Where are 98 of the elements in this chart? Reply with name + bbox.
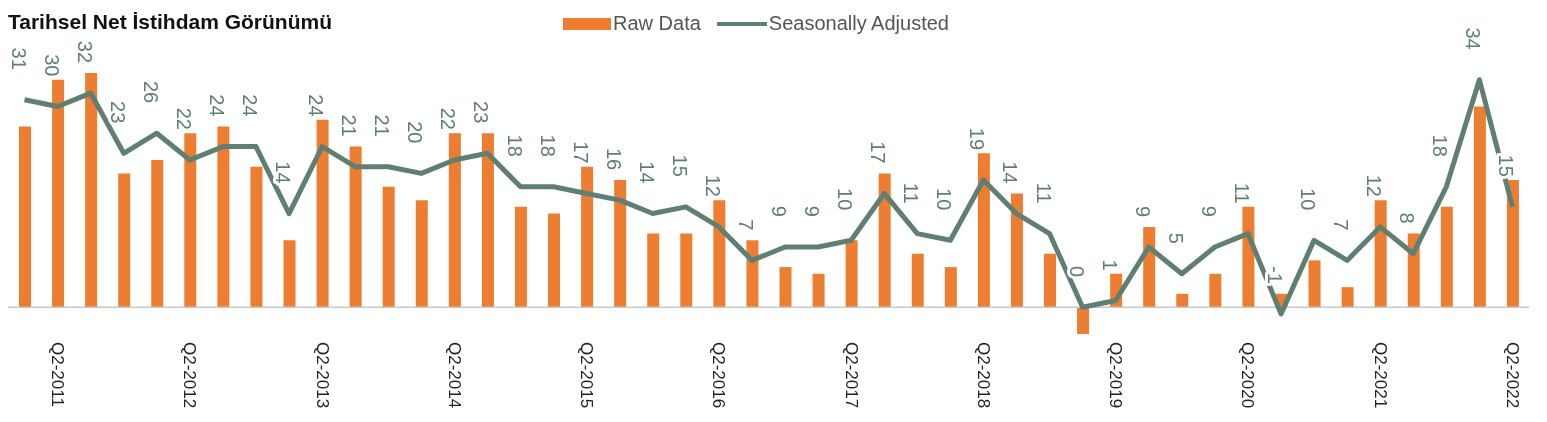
- x-tick-label: Q2-2012: [180, 342, 200, 409]
- data-label: 10: [933, 188, 956, 211]
- data-label: 17: [867, 141, 890, 164]
- x-tick-label: Q2-2015: [577, 342, 597, 409]
- data-label: 23: [106, 101, 129, 124]
- bar: [977, 153, 990, 308]
- data-label: 21: [371, 114, 394, 137]
- x-tick-label: Q2-2011: [48, 342, 68, 407]
- legend-label: Raw Data: [613, 12, 701, 35]
- data-label: 20: [404, 121, 427, 144]
- bar: [548, 213, 561, 308]
- bar: [581, 166, 594, 308]
- bar: [448, 133, 461, 308]
- bar: [514, 206, 527, 308]
- data-label: 0: [1065, 266, 1088, 278]
- data-label: 9: [768, 205, 791, 217]
- bar: [217, 126, 230, 308]
- bar: [481, 133, 494, 308]
- data-label: 9: [801, 205, 824, 217]
- bar: [19, 126, 31, 308]
- x-tick-label: Q2-2018: [973, 342, 993, 409]
- bar: [250, 166, 263, 308]
- data-label: 18: [536, 134, 559, 157]
- data-label: 18: [503, 134, 526, 157]
- data-label: 9: [1131, 205, 1154, 217]
- bar: [812, 273, 825, 308]
- bar: [911, 253, 924, 308]
- data-label: 30: [40, 54, 63, 77]
- data-label: 15: [668, 154, 691, 177]
- data-label: 21: [338, 114, 361, 137]
- bar: [1010, 193, 1023, 308]
- x-tick-label: Q2-2022: [1502, 342, 1522, 409]
- data-label: 14: [635, 161, 658, 184]
- data-label: 24: [305, 94, 328, 117]
- bar: [779, 267, 792, 308]
- bar: [878, 173, 891, 308]
- bar: [1473, 106, 1486, 308]
- bar: [283, 240, 296, 308]
- data-label: 9: [1197, 205, 1220, 217]
- bar: [1308, 260, 1321, 308]
- x-tick-label: Q2-2017: [841, 342, 861, 409]
- bar: [1077, 307, 1090, 334]
- bar: [1209, 273, 1222, 308]
- bar: [944, 267, 957, 308]
- data-label: 14: [272, 161, 295, 184]
- bar: [713, 200, 726, 308]
- x-tick-label: Q2-2019: [1106, 342, 1126, 409]
- bar: [845, 240, 858, 308]
- bar: [647, 233, 660, 308]
- bar: [614, 180, 627, 308]
- x-tick-label: Q2-2021: [1370, 342, 1390, 409]
- data-label: 18: [1429, 134, 1452, 157]
- bar: [1044, 253, 1057, 308]
- bar: [1506, 180, 1519, 308]
- bar: [1341, 287, 1354, 308]
- bar: [382, 186, 395, 308]
- data-label: 32: [73, 40, 96, 64]
- data-label: 12: [1363, 174, 1386, 197]
- data-label: 24: [238, 94, 261, 117]
- data-label: 11: [900, 182, 923, 204]
- data-label: 1: [1098, 259, 1121, 271]
- data-label: 17: [569, 141, 592, 164]
- legend-label: Seasonally Adjusted: [768, 12, 949, 35]
- data-label: 12: [701, 174, 724, 197]
- data-label: 11: [1230, 182, 1253, 204]
- data-label: 14: [999, 161, 1022, 184]
- x-tick-label: Q2-2016: [709, 342, 729, 409]
- data-label: 34: [1462, 27, 1485, 50]
- data-label: 11: [1032, 182, 1055, 204]
- bar: [316, 119, 329, 308]
- data-label: 10: [834, 188, 857, 211]
- chart-title: Tarihsel Net İstihdam Görünümü: [8, 10, 332, 34]
- bar: [1440, 206, 1453, 308]
- data-label: 31: [7, 47, 30, 70]
- x-tick-label: Q2-2020: [1238, 342, 1258, 409]
- bar: [118, 173, 131, 308]
- data-label: 23: [470, 101, 493, 124]
- bar: [85, 73, 98, 308]
- x-tick-label: Q2-2014: [444, 342, 464, 409]
- data-label: 5: [1164, 232, 1187, 244]
- bar: [184, 133, 197, 308]
- bar: [349, 146, 362, 308]
- data-label: 22: [172, 107, 195, 130]
- bar: [415, 200, 428, 308]
- data-label: 22: [437, 107, 460, 130]
- x-tick-label: Q2-2013: [312, 342, 332, 409]
- bar: [151, 160, 164, 308]
- data-label: 7: [1330, 219, 1353, 231]
- data-label: 19: [966, 127, 989, 151]
- data-label: 8: [1396, 212, 1419, 224]
- bar: [1374, 200, 1387, 308]
- data-label: 24: [205, 94, 228, 117]
- data-label: 10: [1297, 188, 1320, 211]
- bar: [680, 233, 693, 308]
- data-label: 7: [734, 219, 757, 231]
- data-label: 26: [139, 80, 162, 104]
- data-label: 16: [602, 147, 625, 171]
- bar: [52, 79, 65, 308]
